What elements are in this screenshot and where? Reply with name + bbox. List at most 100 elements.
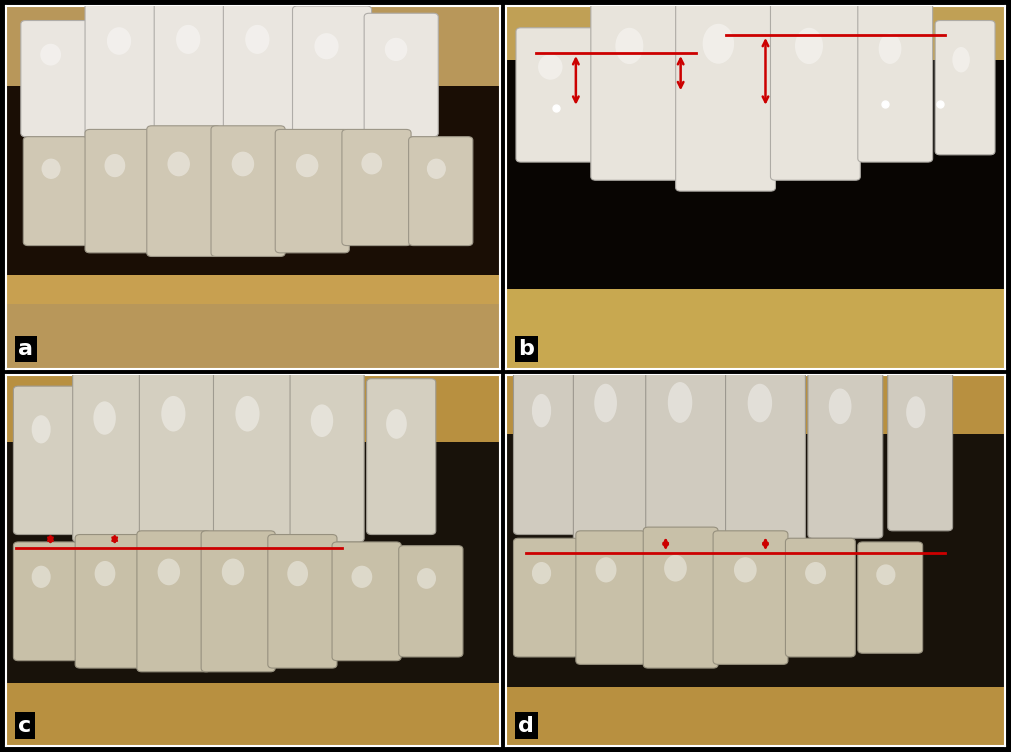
Ellipse shape bbox=[296, 154, 318, 177]
Ellipse shape bbox=[158, 559, 180, 585]
FancyBboxPatch shape bbox=[888, 364, 952, 531]
Ellipse shape bbox=[906, 396, 925, 428]
Ellipse shape bbox=[107, 27, 131, 55]
Ellipse shape bbox=[221, 559, 245, 585]
FancyBboxPatch shape bbox=[342, 129, 411, 246]
Ellipse shape bbox=[952, 47, 970, 72]
FancyBboxPatch shape bbox=[516, 28, 595, 162]
FancyBboxPatch shape bbox=[21, 20, 90, 137]
FancyBboxPatch shape bbox=[213, 360, 292, 546]
FancyBboxPatch shape bbox=[408, 137, 473, 246]
Ellipse shape bbox=[232, 152, 254, 176]
Ellipse shape bbox=[361, 153, 382, 174]
Ellipse shape bbox=[31, 415, 51, 444]
FancyBboxPatch shape bbox=[268, 535, 337, 668]
Ellipse shape bbox=[703, 24, 734, 64]
Ellipse shape bbox=[879, 33, 902, 64]
Ellipse shape bbox=[314, 33, 339, 59]
FancyBboxPatch shape bbox=[73, 368, 147, 542]
Bar bbox=[506, 289, 1005, 369]
FancyBboxPatch shape bbox=[713, 531, 788, 664]
FancyBboxPatch shape bbox=[857, 542, 923, 653]
FancyBboxPatch shape bbox=[646, 341, 726, 553]
Ellipse shape bbox=[352, 566, 372, 588]
Bar bbox=[6, 274, 500, 304]
FancyBboxPatch shape bbox=[398, 546, 463, 657]
Bar bbox=[506, 6, 1005, 60]
FancyBboxPatch shape bbox=[576, 531, 646, 664]
FancyBboxPatch shape bbox=[290, 371, 364, 542]
Ellipse shape bbox=[287, 561, 308, 586]
Text: a: a bbox=[18, 339, 33, 359]
FancyBboxPatch shape bbox=[201, 531, 275, 672]
Ellipse shape bbox=[104, 154, 125, 177]
FancyBboxPatch shape bbox=[770, 0, 860, 180]
FancyBboxPatch shape bbox=[590, 0, 680, 180]
Ellipse shape bbox=[236, 396, 260, 432]
Ellipse shape bbox=[829, 389, 851, 424]
Text: b: b bbox=[519, 339, 535, 359]
Ellipse shape bbox=[877, 564, 896, 585]
Ellipse shape bbox=[748, 384, 772, 423]
FancyBboxPatch shape bbox=[223, 0, 302, 147]
Ellipse shape bbox=[40, 44, 61, 65]
Ellipse shape bbox=[417, 568, 436, 589]
Ellipse shape bbox=[594, 384, 617, 423]
Ellipse shape bbox=[310, 405, 334, 437]
FancyBboxPatch shape bbox=[85, 0, 164, 144]
Ellipse shape bbox=[246, 25, 270, 54]
FancyBboxPatch shape bbox=[23, 137, 88, 246]
FancyBboxPatch shape bbox=[13, 386, 78, 535]
FancyBboxPatch shape bbox=[13, 542, 78, 661]
Ellipse shape bbox=[93, 402, 116, 435]
Ellipse shape bbox=[385, 38, 407, 61]
Text: c: c bbox=[18, 716, 31, 735]
Ellipse shape bbox=[31, 566, 51, 588]
FancyBboxPatch shape bbox=[857, 2, 932, 162]
FancyBboxPatch shape bbox=[726, 345, 806, 546]
FancyBboxPatch shape bbox=[155, 0, 234, 147]
Ellipse shape bbox=[538, 54, 562, 80]
FancyBboxPatch shape bbox=[514, 360, 578, 535]
FancyBboxPatch shape bbox=[85, 129, 155, 253]
FancyBboxPatch shape bbox=[675, 0, 775, 191]
Bar bbox=[6, 304, 500, 369]
FancyBboxPatch shape bbox=[332, 542, 401, 661]
Ellipse shape bbox=[427, 159, 446, 179]
Ellipse shape bbox=[532, 562, 551, 584]
Ellipse shape bbox=[595, 557, 617, 583]
FancyBboxPatch shape bbox=[573, 345, 648, 546]
FancyBboxPatch shape bbox=[75, 535, 145, 668]
FancyBboxPatch shape bbox=[364, 14, 438, 137]
Ellipse shape bbox=[734, 557, 756, 583]
Bar bbox=[6, 375, 500, 441]
Bar bbox=[6, 6, 500, 86]
FancyBboxPatch shape bbox=[136, 531, 211, 672]
Ellipse shape bbox=[616, 28, 643, 64]
FancyBboxPatch shape bbox=[514, 538, 578, 657]
Ellipse shape bbox=[532, 394, 551, 427]
FancyBboxPatch shape bbox=[643, 527, 718, 668]
Ellipse shape bbox=[386, 409, 406, 439]
Ellipse shape bbox=[668, 382, 693, 423]
Ellipse shape bbox=[805, 562, 826, 584]
Ellipse shape bbox=[664, 555, 686, 581]
FancyBboxPatch shape bbox=[275, 129, 350, 253]
Bar bbox=[6, 683, 500, 746]
Bar bbox=[506, 375, 1005, 435]
FancyBboxPatch shape bbox=[211, 126, 285, 256]
Ellipse shape bbox=[795, 28, 823, 64]
FancyBboxPatch shape bbox=[367, 379, 436, 535]
FancyBboxPatch shape bbox=[786, 538, 855, 657]
Ellipse shape bbox=[95, 561, 115, 586]
Ellipse shape bbox=[162, 396, 185, 432]
Ellipse shape bbox=[41, 159, 61, 179]
Ellipse shape bbox=[168, 152, 190, 176]
FancyBboxPatch shape bbox=[147, 126, 220, 256]
Bar bbox=[506, 687, 1005, 746]
FancyBboxPatch shape bbox=[292, 6, 372, 144]
Ellipse shape bbox=[176, 25, 200, 54]
Text: d: d bbox=[519, 716, 535, 735]
FancyBboxPatch shape bbox=[935, 20, 995, 155]
FancyBboxPatch shape bbox=[808, 353, 883, 538]
